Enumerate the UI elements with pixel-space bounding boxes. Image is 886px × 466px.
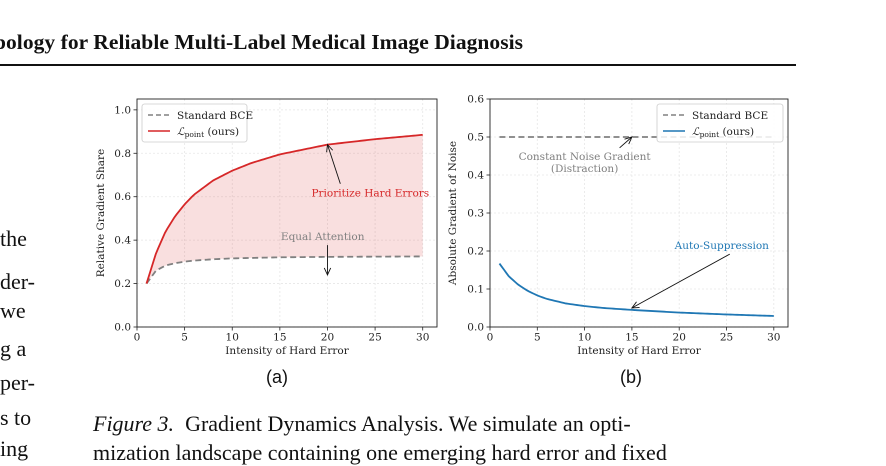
x-tick-label: 25 [368, 332, 381, 344]
axes-frame [136, 98, 438, 328]
annotation-arrow [619, 136, 633, 149]
chart-b: 0 5 10 15 20 25 30 0.0 0.1 0.2 0.3 0.4 0.5 0.6 Intensi… [447, 94, 789, 357]
series-line [145, 255, 423, 285]
body-text-fragment: ing [0, 436, 29, 461]
figure-panel-a: 0 5 10 15 20 25 30 0.0 0.2 0.4 0.6 0.8 1.0 Intensity … [94, 92, 440, 368]
y-tick-label: 0.0 [467, 322, 484, 334]
annotation-arrow [327, 144, 341, 184]
series-line [498, 263, 774, 317]
figure-panel-b: 0 5 10 15 20 25 30 0.0 0.1 0.2 0.3 0.4 0.5 0.6 Intensi… [446, 92, 792, 368]
y-tick-label: 0.3 [467, 208, 484, 220]
y-tick-label: 0.6 [114, 191, 131, 203]
y-tick-label: 0.8 [114, 148, 131, 160]
y-tick-label: 0.1 [467, 284, 484, 296]
fill-area [146, 134, 423, 284]
annotation-arrowhead [630, 301, 640, 309]
body-text-fragment: s to [0, 405, 32, 430]
panel-label-a: (a) [266, 367, 288, 387]
annotation-arrowhead [326, 143, 334, 153]
body-text-fragment: g a [0, 336, 27, 361]
legend-label: ℒpoint (ours) [177, 126, 239, 139]
legend-label: ℒpoint (ours) [692, 126, 754, 139]
series-line [145, 133, 423, 284]
x-tick-label: 0 [487, 332, 494, 344]
caption-label: Figure 3. [93, 411, 175, 436]
body-text-fragment: the [0, 226, 27, 251]
caption-text-line2: mization landscape containing one emergi… [93, 440, 667, 465]
y-tick-label: 0.2 [114, 278, 131, 290]
y-tick-label: 0.0 [114, 322, 131, 334]
body-text-fragment: der- [0, 269, 35, 294]
x-tick-label: 30 [416, 332, 429, 344]
y-tick-label: 0.6 [467, 94, 484, 106]
annotation-text: (Distraction) [551, 163, 618, 175]
x-tick-label: 25 [720, 332, 733, 344]
x-tick-label: 30 [767, 332, 780, 344]
x-tick-label: 10 [226, 332, 239, 344]
x-axis-label: Intensity of Hard Error [225, 345, 349, 357]
annotation-text: Constant Noise Gradient [519, 151, 652, 163]
header-rule [0, 64, 796, 66]
x-tick-label: 15 [625, 332, 638, 344]
y-tick-label: 0.2 [467, 246, 484, 258]
x-tick-label: 20 [673, 332, 686, 344]
y-tick-label: 0.5 [467, 132, 484, 144]
panel-label-b: (b) [620, 367, 642, 387]
x-tick-label: 0 [134, 332, 141, 344]
legend-label: Standard BCE [692, 110, 768, 122]
chart-a: 0 5 10 15 20 25 30 0.0 0.2 0.4 0.6 0.8 1.0 Intensity … [95, 98, 438, 357]
legend-box [141, 103, 248, 143]
y-axis-label: Relative Gradient Share [95, 149, 107, 278]
annotation-text: Prioritize Hard Errors [311, 188, 429, 200]
body-text-fragment: per- [0, 370, 35, 395]
x-tick-label: 15 [273, 332, 286, 344]
x-axis-label: Intensity of Hard Error [577, 345, 701, 357]
annotation-arrowhead [323, 267, 332, 276]
x-tick-label: 10 [578, 332, 591, 344]
caption-text: Gradient Dynamics Analysis. We simulate … [185, 411, 631, 436]
running-header-title: pology for Reliable Multi-Label Medical … [0, 30, 524, 54]
annotation-arrowhead [624, 136, 633, 145]
x-tick-label: 5 [181, 332, 188, 344]
legend-box [656, 103, 784, 143]
figure-caption: Figure 3. Gradient Dynamics Analysis. We… [93, 409, 886, 439]
y-tick-label: 0.4 [467, 170, 484, 182]
legend-label: Standard BCE [177, 110, 253, 122]
x-tick-label: 5 [534, 332, 541, 344]
y-axis-label: Absolute Gradient of Noise [447, 141, 459, 286]
body-text-fragment: we [0, 298, 26, 323]
x-tick-label: 20 [321, 332, 334, 344]
annotation-text: Equal Attention [281, 231, 365, 243]
y-tick-label: 1.0 [114, 104, 131, 116]
annotation-arrow [631, 253, 730, 309]
annotation-text: Auto-Suppression [674, 240, 770, 252]
y-tick-label: 0.4 [114, 235, 131, 247]
